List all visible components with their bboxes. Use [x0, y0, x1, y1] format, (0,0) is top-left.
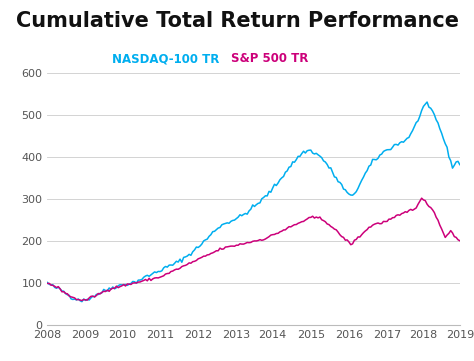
Text: NASDAQ-100 TR: NASDAQ-100 TR [112, 52, 219, 65]
Text: S&P 500 TR: S&P 500 TR [231, 52, 309, 65]
Text: Cumulative Total Return Performance: Cumulative Total Return Performance [16, 11, 458, 31]
